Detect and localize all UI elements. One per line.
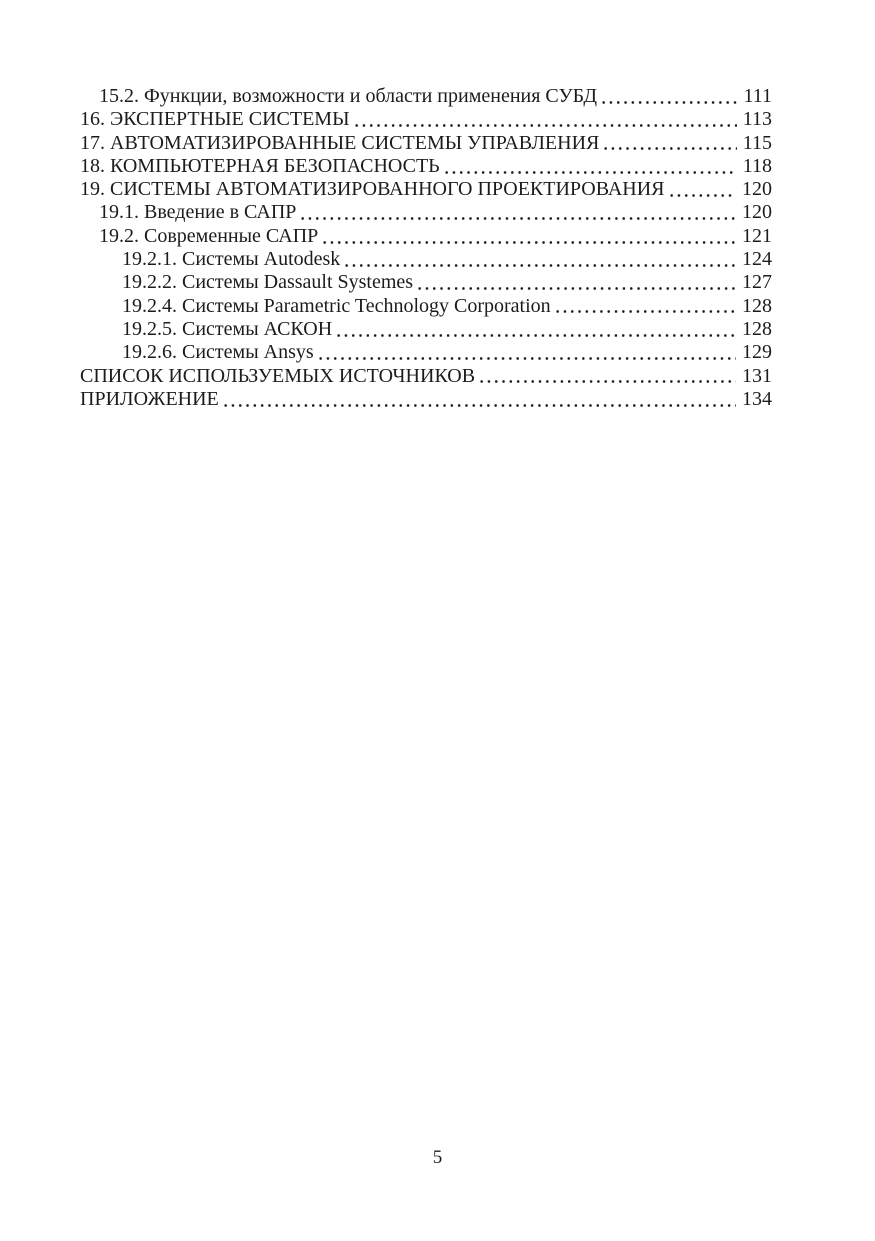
toc-entry: 17. АВТОМАТИЗИРОВАННЫЕ СИСТЕМЫ УПРАВЛЕНИ… <box>80 132 772 155</box>
toc-entry: 19.2.6. Системы Ansys 129 <box>80 341 772 364</box>
toc-entry-title: 18. КОМПЬЮТЕРНАЯ БЕЗОПАСНОСТЬ <box>80 154 440 177</box>
toc-entry-page-number: 128 <box>742 294 772 317</box>
toc-entry: 19.2.4. Системы Parametric Technology Co… <box>80 295 772 318</box>
toc-entry-title: 19.2.1. Системы Autodesk <box>122 248 341 271</box>
toc-entry: 15.2. Функции, возможности и области при… <box>80 85 772 108</box>
toc-entry: 19.2. Современные САПР 121 <box>80 225 772 248</box>
toc-leader-dots <box>667 193 736 197</box>
toc-entry-title: 19.1. Введение в САПР <box>99 201 297 224</box>
toc-leader-dots <box>321 240 736 244</box>
toc-entry-page-number: 128 <box>742 317 772 340</box>
toc-entry: 19.1. Введение в САПР 120 <box>80 201 772 224</box>
toc-entry: 19.2.1. Системы Autodesk 124 <box>80 248 772 271</box>
toc-entry-title: 19.2.5. Системы АСКОН <box>122 317 333 340</box>
toc-entry: ПРИЛОЖЕНИЕ 134 <box>80 388 772 411</box>
toc-entry: 18. КОМПЬЮТЕРНАЯ БЕЗОПАСНОСТЬ 118 <box>80 155 772 178</box>
toc-leader-dots <box>352 124 737 128</box>
toc-entry-page-number: 129 <box>742 341 772 364</box>
toc-entry-page-number: 111 <box>743 85 772 107</box>
toc-entry-page-number: 120 <box>742 178 772 201</box>
toc-leader-dots <box>299 217 736 221</box>
toc-entry-page-number: 127 <box>742 271 772 294</box>
page-number: 5 <box>432 1147 443 1168</box>
toc-entry-page-number: 120 <box>742 201 772 224</box>
table-of-contents: 15.2. Функции, возможности и области при… <box>80 85 772 411</box>
toc-leader-dots <box>316 357 736 361</box>
toc-entry-title: ПРИЛОЖЕНИЕ <box>80 387 219 410</box>
toc-entry-title: 19. СИСТЕМЫ АВТОМАТИЗИРОВАННОГО ПРОЕКТИР… <box>80 178 665 201</box>
toc-entry: 19.2.2. Системы Dassault Systemes 127 <box>80 271 772 294</box>
toc-entry: 19. СИСТЕМЫ АВТОМАТИЗИРОВАННОГО ПРОЕКТИР… <box>80 178 772 201</box>
toc-entry-title: 19.2. Современные САПР <box>99 224 319 247</box>
toc-entry: 16. ЭКСПЕРТНЫЕ СИСТЕМЫ 113 <box>80 108 772 131</box>
toc-leader-dots <box>553 310 736 314</box>
toc-entry-title: 17. АВТОМАТИЗИРОВАННЫЕ СИСТЕМЫ УПРАВЛЕНИ… <box>80 131 600 154</box>
toc-entry-page-number: 118 <box>742 154 772 177</box>
toc-leader-dots <box>600 100 738 104</box>
toc-entry-page-number: 131 <box>742 364 772 387</box>
toc-entry-title: 15.2. Функции, возможности и области при… <box>99 85 598 107</box>
toc-leader-dots <box>221 403 736 407</box>
toc-entry-title: 16. ЭКСПЕРТНЫЕ СИСТЕМЫ <box>80 108 350 131</box>
toc-entry-title: 19.2.2. Системы Dassault Systemes <box>122 271 414 294</box>
toc-entry-page-number: 134 <box>742 387 772 410</box>
toc-entry-page-number: 113 <box>742 108 772 131</box>
toc-leader-dots <box>343 263 736 267</box>
toc-entry-page-number: 121 <box>742 224 772 247</box>
toc-entry-title: 19.2.6. Системы Ansys <box>122 341 314 364</box>
toc-entry-title: 19.2.4. Системы Parametric Technology Co… <box>122 294 551 317</box>
toc-entry: СПИСОК ИСПОЛЬЗУЕМЫХ ИСТОЧНИКОВ 131 <box>80 365 772 388</box>
toc-leader-dots <box>478 380 736 384</box>
toc-entry-page-number: 115 <box>742 131 772 154</box>
toc-entry-page-number: 124 <box>742 248 772 271</box>
toc-entry: 19.2.5. Системы АСКОН 128 <box>80 318 772 341</box>
toc-entry-title: СПИСОК ИСПОЛЬЗУЕМЫХ ИСТОЧНИКОВ <box>80 364 476 387</box>
toc-leader-dots <box>602 147 737 151</box>
toc-leader-dots <box>442 170 737 174</box>
toc-leader-dots <box>416 287 736 291</box>
toc-leader-dots <box>335 333 736 337</box>
